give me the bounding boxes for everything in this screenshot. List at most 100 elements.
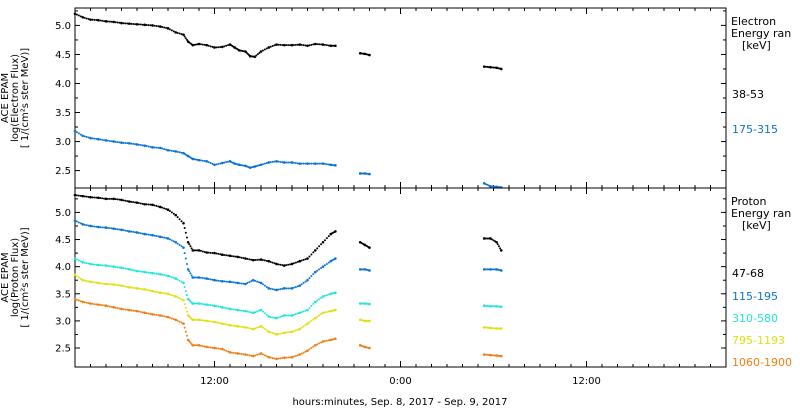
data-point xyxy=(294,329,297,332)
data-point xyxy=(114,265,117,268)
data-point xyxy=(306,44,309,48)
data-point xyxy=(308,321,311,324)
data-point xyxy=(197,344,201,347)
data-point xyxy=(306,278,309,282)
data-point xyxy=(178,279,181,282)
data-point xyxy=(321,295,325,298)
data-point xyxy=(183,326,186,329)
data-point xyxy=(250,258,253,261)
data-point xyxy=(93,18,96,21)
data-point xyxy=(108,305,111,308)
data-point xyxy=(163,274,166,277)
data-point xyxy=(265,329,268,332)
data-point xyxy=(170,276,173,279)
data-point xyxy=(134,309,137,312)
data-point xyxy=(265,47,268,50)
data-point xyxy=(300,326,303,329)
data-point xyxy=(120,307,123,311)
data-point xyxy=(246,257,249,260)
data-point xyxy=(87,302,90,305)
data-point xyxy=(149,24,152,27)
data-point xyxy=(275,357,278,361)
data-point xyxy=(217,162,220,165)
data-point xyxy=(106,305,109,308)
data-point xyxy=(176,319,179,322)
data-point xyxy=(165,26,168,29)
y-tick-label: 4.5 xyxy=(55,235,71,246)
data-point xyxy=(275,288,278,292)
data-point xyxy=(313,270,317,274)
data-point xyxy=(273,332,276,335)
data-point xyxy=(83,301,86,304)
data-point xyxy=(157,25,160,28)
data-point xyxy=(190,274,193,277)
legend-entry: 115-195 xyxy=(732,290,778,303)
data-point xyxy=(141,270,144,273)
data-point xyxy=(104,264,108,267)
data-point xyxy=(292,161,295,164)
data-point xyxy=(89,136,92,140)
data-point xyxy=(157,314,160,317)
data-point xyxy=(300,259,303,262)
data-point xyxy=(265,162,268,165)
data-point xyxy=(199,302,202,305)
data-point xyxy=(112,140,116,143)
data-point xyxy=(312,273,315,276)
data-point xyxy=(85,224,88,227)
data-point xyxy=(277,316,280,319)
data-point xyxy=(132,201,135,204)
data-point xyxy=(281,357,284,360)
data-point xyxy=(157,272,160,275)
data-point xyxy=(116,198,119,201)
data-point xyxy=(213,278,216,282)
data-point xyxy=(313,300,317,304)
data-point xyxy=(246,310,249,313)
data-point xyxy=(325,310,328,313)
data-point xyxy=(273,316,276,319)
data-point xyxy=(318,268,321,271)
data-point xyxy=(87,280,90,283)
data-point xyxy=(151,313,154,316)
data-point xyxy=(155,272,158,275)
data-point xyxy=(77,14,80,17)
data-point xyxy=(312,162,315,165)
data-point xyxy=(143,23,147,27)
data-point xyxy=(223,323,226,326)
data-point xyxy=(161,273,164,276)
data-point xyxy=(304,309,307,312)
data-point xyxy=(180,151,183,154)
data-point xyxy=(271,357,274,360)
data-point xyxy=(240,282,243,285)
data-point xyxy=(325,237,328,240)
data-point xyxy=(225,161,228,164)
data-point xyxy=(75,220,78,223)
data-point xyxy=(91,18,94,21)
data-point xyxy=(282,314,286,317)
data-point xyxy=(182,221,185,225)
data-point xyxy=(256,258,259,261)
data-point xyxy=(269,45,272,48)
data-point xyxy=(251,327,255,331)
data-point xyxy=(275,159,278,163)
data-point xyxy=(85,135,88,138)
data-point xyxy=(273,288,276,291)
data-point xyxy=(114,306,117,309)
data-point xyxy=(250,280,253,283)
data-point xyxy=(85,195,88,198)
data-point xyxy=(170,317,173,320)
data-point xyxy=(282,331,286,335)
data-point xyxy=(289,44,292,47)
data-point xyxy=(170,294,173,297)
data-point xyxy=(258,281,261,284)
data-point xyxy=(185,310,188,313)
data-point xyxy=(139,202,142,205)
data-point xyxy=(287,331,290,334)
data-point xyxy=(263,259,266,262)
data-point xyxy=(323,311,326,314)
data-point xyxy=(220,279,224,283)
data-point xyxy=(227,307,230,310)
data-point xyxy=(180,33,183,36)
data-point xyxy=(101,282,104,285)
data-point xyxy=(236,281,240,285)
data-point xyxy=(141,288,144,291)
